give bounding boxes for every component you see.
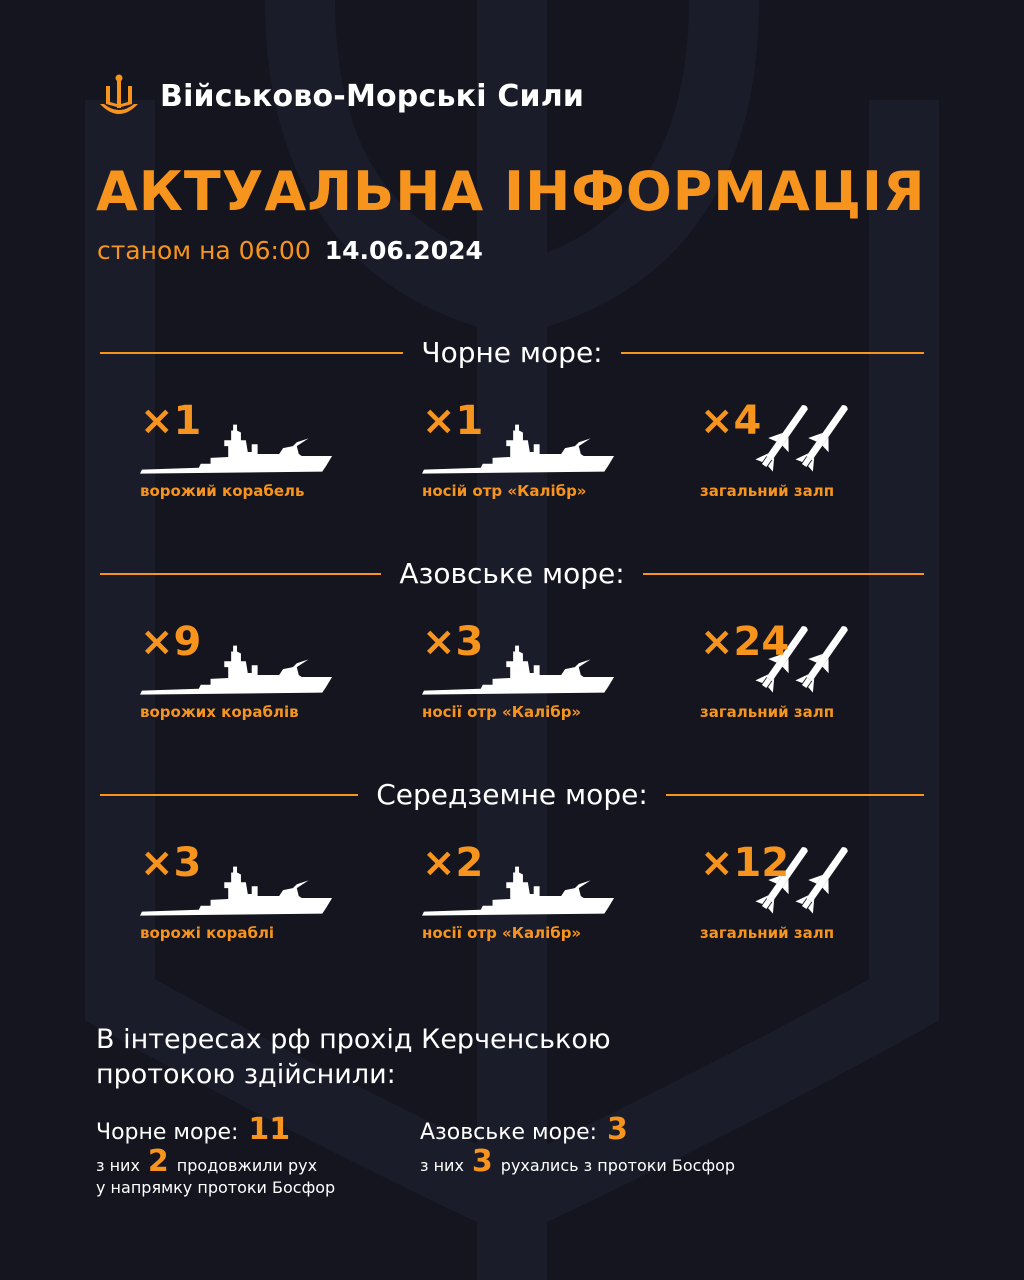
- count: ×12: [700, 840, 790, 886]
- item-label: носій отр «Калібр»: [422, 482, 587, 500]
- stat-label: Чорне море:: [96, 1120, 239, 1145]
- count: ×4: [700, 398, 762, 444]
- divider: [665, 793, 924, 796]
- count: ×3: [140, 840, 202, 886]
- note-line1: продовжили рух: [176, 1156, 318, 1175]
- subtitle-date: 14.06.2024: [324, 236, 483, 265]
- section-heading: Чорне море:: [100, 336, 925, 369]
- stat-item: ×9 ворожих кораблів: [140, 619, 370, 729]
- stat-item: ×3 носії отр «Калібр»: [422, 619, 652, 729]
- item-label: загальний залп: [700, 924, 835, 942]
- note-prefix: з них: [96, 1156, 140, 1175]
- kerch-heading-line1: В інтересах рф прохід Керченською: [96, 1024, 611, 1055]
- kerch-heading-line2: протокою здійснили:: [96, 1059, 396, 1090]
- item-label: ворожі кораблі: [140, 924, 275, 942]
- stat-item: ×3 ворожі кораблі: [140, 840, 370, 950]
- count: ×1: [422, 398, 484, 444]
- note-value: 2: [147, 1144, 169, 1179]
- item-label: носії отр «Калібр»: [422, 703, 582, 721]
- page-title: АКТУАЛЬНА ІНФОРМАЦІЯ: [96, 160, 926, 223]
- count: ×9: [140, 619, 202, 665]
- divider: [100, 572, 382, 575]
- divider: [620, 351, 925, 354]
- section-heading: Середземне море:: [100, 778, 924, 811]
- count: ×1: [140, 398, 202, 444]
- stat-item: ×2 носії отр «Калібр»: [422, 840, 652, 950]
- count: ×3: [422, 619, 484, 665]
- stat-item: ×1 ворожий корабель: [140, 398, 370, 508]
- section-title: Азовське море:: [399, 557, 625, 590]
- item-label: ворожий корабель: [140, 482, 305, 500]
- count: ×24: [700, 619, 790, 665]
- stat-label: Азовське море:: [420, 1120, 598, 1145]
- stat-value: 3: [607, 1112, 628, 1147]
- subtitle-label: станом на 06:00: [97, 236, 311, 265]
- stat-item: ×1 носій отр «Калібр»: [422, 398, 652, 508]
- kerch-heading: В інтересах рф прохід Керченською проток…: [96, 1022, 611, 1092]
- trident-anchor-icon: [100, 74, 138, 114]
- note-value: 3: [471, 1144, 493, 1179]
- note-line1: рухались з протоки Босфор: [500, 1156, 736, 1175]
- item-label: загальний залп: [700, 482, 835, 500]
- divider: [100, 793, 359, 796]
- divider: [100, 351, 404, 354]
- missiles-icon: [753, 400, 852, 473]
- brand-name: Військово-Морські Сили: [160, 78, 585, 114]
- kerch-black-sea: Чорне море: 11 з них 2 продовжили рух у нап…: [96, 1112, 335, 1199]
- kerch-azov-sea: Азовське море: 3 з них 3 рухались з протоки…: [420, 1112, 735, 1177]
- divider: [642, 572, 924, 575]
- stat-item: ×12 загальний залп: [700, 840, 930, 950]
- section-title: Середземне море:: [376, 778, 648, 811]
- stat-item: ×24 загальний залп: [700, 619, 930, 729]
- brand-header: Військово-Морські Сили: [100, 74, 584, 118]
- stat-item: ×4 загальний залп: [700, 398, 930, 508]
- subtitle: станом на 06:00 14.06.2024: [97, 236, 483, 265]
- stat-value: 11: [248, 1112, 291, 1147]
- item-label: ворожих кораблів: [140, 703, 299, 721]
- count: ×2: [422, 840, 484, 886]
- note-prefix: з них: [420, 1156, 464, 1175]
- item-label: носії отр «Калібр»: [422, 924, 582, 942]
- section-heading: Азовське море:: [100, 557, 924, 590]
- note-line2: у напрямку протоки Босфор: [96, 1178, 336, 1197]
- item-label: загальний залп: [700, 703, 835, 721]
- section-title: Чорне море:: [421, 336, 603, 369]
